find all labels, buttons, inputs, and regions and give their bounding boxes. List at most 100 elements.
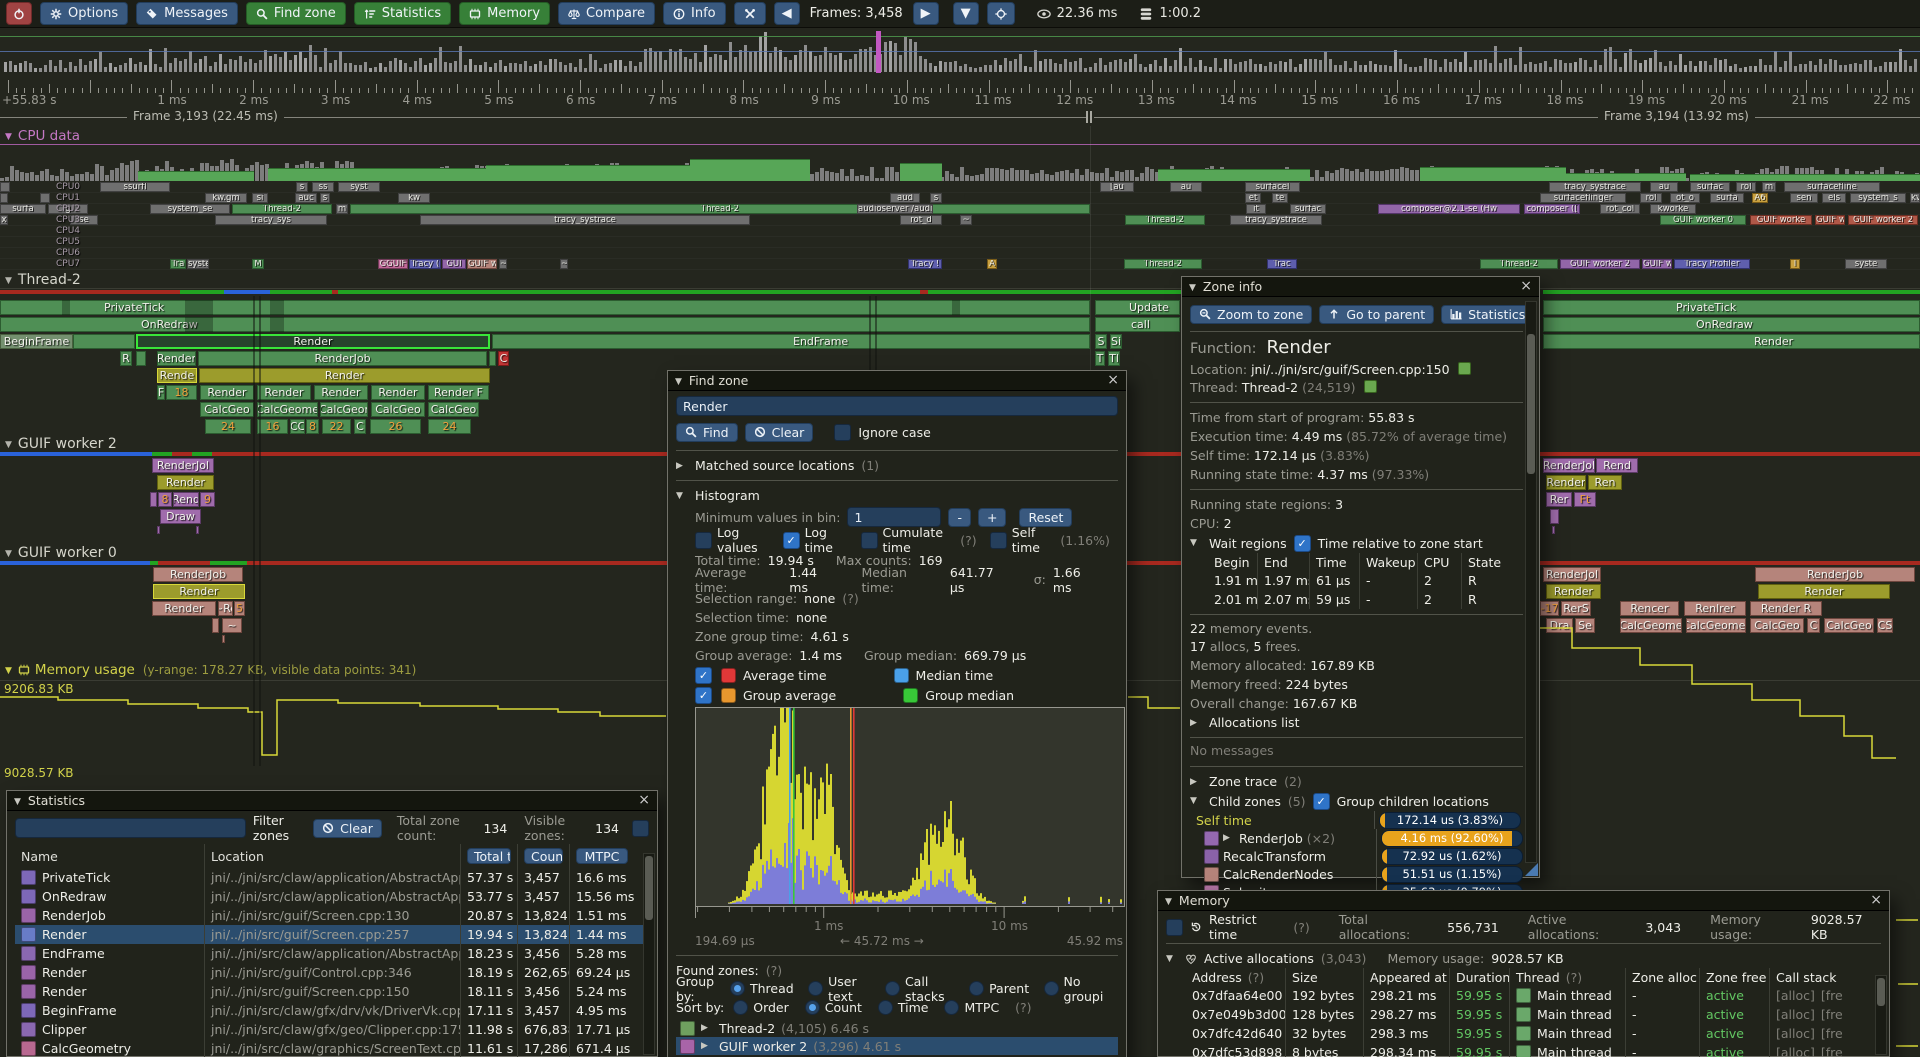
frame-bar[interactable] [369,67,372,72]
frame-bar[interactable] [274,53,277,72]
cpu-zone[interactable]: s [930,193,942,203]
frame-bar[interactable] [1689,60,1692,72]
zone-bar[interactable] [196,526,199,534]
frame-bar[interactable] [59,59,62,72]
frame-bar[interactable] [1809,60,1812,72]
frame-bar[interactable] [469,59,472,72]
frame-bar[interactable] [1284,61,1287,72]
expand-icon[interactable]: ▶ [676,460,683,471]
found-zone-group[interactable]: ▶ GUIF worker 2 (3,296) 4.61 s [676,1037,1118,1055]
cpu-zone[interactable]: Trac [1267,259,1297,269]
context-switch-segment[interactable] [224,290,270,294]
collapse-icon[interactable]: ▼ [5,549,12,559]
frame-bar[interactable] [1649,58,1652,72]
frame-bar[interactable] [1169,65,1172,72]
zone-bar[interactable]: Rend [1596,458,1638,473]
frame-bar[interactable] [1644,60,1647,72]
frame-bar[interactable] [1339,65,1342,72]
frame-bar[interactable] [79,59,82,72]
zone-bar[interactable]: Render [314,385,368,400]
cpu-zone[interactable] [0,182,10,192]
zone-bar[interactable]: 5 [234,601,245,616]
zone-bar[interactable]: 22 [322,419,351,434]
cpu-zone[interactable] [40,193,50,203]
frame-bar[interactable] [1094,62,1097,72]
frame-bar[interactable] [834,54,837,72]
cpu-zone[interactable]: GGUIF [378,259,408,269]
frame-bar[interactable] [814,56,817,72]
frame-bar[interactable] [159,67,162,72]
free-button[interactable]: [fre [1820,1026,1843,1041]
frame-bar[interactable] [149,49,152,72]
context-switch-segment[interactable] [1543,290,1920,294]
zone-bar[interactable]: Ft [1574,492,1596,507]
frame-bar[interactable] [529,66,532,72]
frame-bar[interactable] [1089,66,1092,72]
timeline-ruler[interactable] [0,76,1920,93]
cpu-zone[interactable]: [au [1100,182,1134,192]
tools-button[interactable] [733,2,766,25]
frame-bar[interactable] [1319,60,1322,72]
frame-bar[interactable] [49,60,52,72]
frame-bar[interactable] [174,58,177,72]
frame-bar[interactable] [894,42,897,72]
cpu-zone[interactable]: surfac [1690,182,1730,192]
zone-bar[interactable]: Renlrer [1684,601,1746,616]
legend-checkbox[interactable]: ✓ [695,666,712,684]
cpu-zone[interactable]: ~ [499,259,507,269]
frame-bar[interactable] [929,62,932,72]
zone-bar[interactable]: Update [1095,300,1180,315]
filter-zones-input[interactable] [15,818,246,838]
frame-bar[interactable] [459,46,462,72]
frame-bar[interactable] [1589,67,1592,72]
frame-bar[interactable] [1304,58,1307,72]
zone-bar[interactable] [136,351,146,366]
cpu-zone[interactable]: Tra [170,259,186,269]
frame-label-right[interactable]: Frame 3,194 (13.92 ms) [1598,109,1755,123]
cpu-usage-graph[interactable] [0,145,1920,181]
cpu-zone[interactable]: ssurfl [100,182,170,192]
frame-bar[interactable] [1854,63,1857,72]
close-icon[interactable]: × [638,792,650,808]
zone-bar[interactable]: CS [1877,618,1893,633]
frame-bar[interactable] [584,67,587,72]
zone-bar[interactable]: F [157,385,165,400]
frame-bar[interactable] [1049,58,1052,72]
frame-bar[interactable] [1609,47,1612,72]
frame-bar[interactable] [1254,63,1257,72]
frame-bar[interactable] [434,58,437,72]
frame-bar[interactable] [1479,59,1482,72]
frame-bar[interactable] [1249,59,1252,72]
frame-bar[interactable] [229,58,232,72]
frame-bar[interactable] [1859,64,1862,72]
frame-bar[interactable] [194,62,197,72]
frame-bar[interactable] [1614,59,1617,72]
zone-bar[interactable]: C [498,351,509,366]
zone-bar[interactable]: T [1095,351,1105,366]
frame-bar[interactable] [964,64,967,72]
frame-bar[interactable] [1474,59,1477,72]
cpu-zone[interactable]: ~ [560,259,568,269]
frame-bar[interactable] [1839,64,1842,72]
frame-bar[interactable] [394,58,397,72]
frame-bar[interactable] [14,65,17,72]
frame-bar[interactable] [1354,60,1357,72]
frame-bar[interactable] [1244,61,1247,72]
cpu-zone[interactable]: et [1245,193,1261,203]
collapse-icon[interactable]: ▼ [676,490,683,501]
frame-bar[interactable] [334,59,337,72]
table-row[interactable]: CalcGeometry jni/../jni/src/claw/graphics… [15,1039,649,1057]
zone-bar[interactable] [212,618,219,633]
frame-bar[interactable] [739,49,742,72]
frame-bar[interactable] [24,60,27,72]
expand-icon[interactable]: ▶ [701,1023,708,1033]
zone-bar[interactable]: OnRedraw [1543,317,1920,332]
alloc-row[interactable]: 0x7dfaa64e00 192 bytes 298.21 ms 59.95 s Mai… [1186,986,1881,1005]
zone-bar[interactable]: Dra [1546,618,1573,633]
frame-bar[interactable] [1444,59,1447,72]
frame-bar[interactable] [1179,47,1182,72]
frame-bar[interactable] [1499,62,1502,72]
frame-bar[interactable] [1659,62,1662,72]
zone-bar[interactable]: ~ [222,618,242,633]
frame-bar[interactable] [1324,52,1327,72]
